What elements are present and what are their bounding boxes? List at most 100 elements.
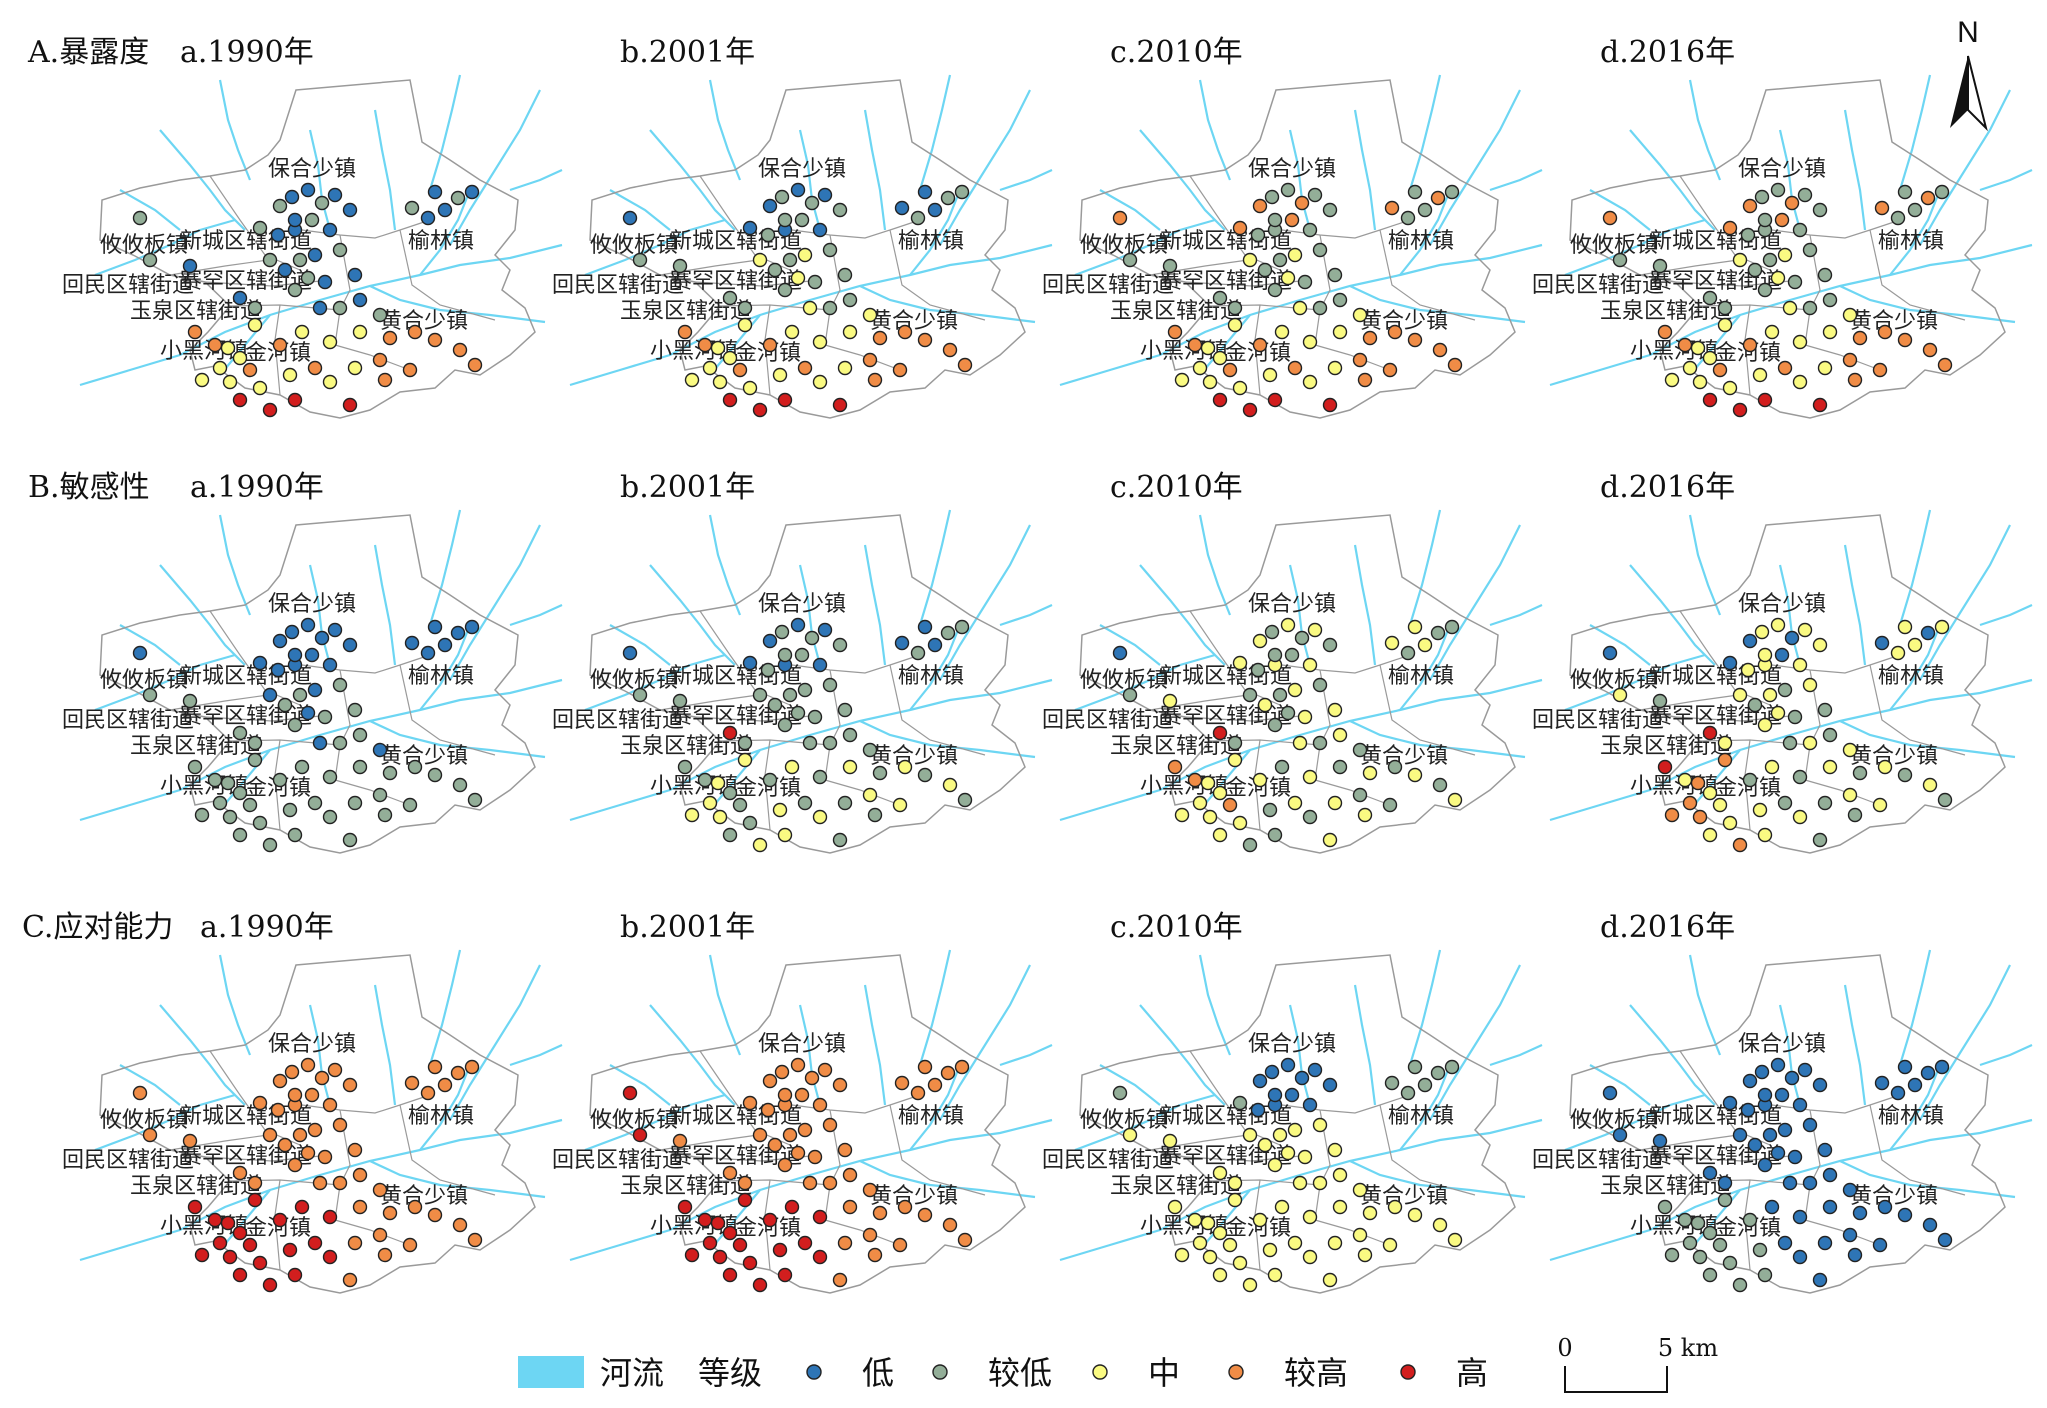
level-point	[1822, 292, 1838, 308]
level-point	[822, 735, 838, 751]
subdistrict-boundary	[1804, 1109, 1821, 1221]
level-point	[1690, 1215, 1706, 1231]
level-point	[1227, 1192, 1243, 1208]
level-point	[377, 372, 393, 388]
level-point	[804, 1070, 820, 1086]
level-point	[1202, 1249, 1218, 1265]
level-point	[842, 324, 858, 340]
level-point	[132, 210, 148, 226]
level-point	[427, 1059, 443, 1075]
level-point	[742, 815, 758, 831]
district-boundary	[1569, 79, 2006, 419]
level-point	[797, 1122, 813, 1138]
level-point	[294, 324, 310, 340]
river	[1889, 189, 1942, 276]
level-point	[1312, 677, 1328, 693]
level-point	[1272, 252, 1288, 268]
subdistrict-boundary	[1869, 664, 1966, 756]
level-point	[322, 769, 338, 785]
river	[1889, 624, 1942, 711]
level-point	[377, 807, 393, 823]
river	[1059, 243, 1543, 387]
place-label: 回民区辖街道	[552, 1148, 684, 1173]
place-label: 攸攸板镇	[1080, 668, 1168, 693]
level-point	[1722, 815, 1738, 831]
level-point	[232, 290, 248, 306]
level-point	[1752, 1242, 1768, 1258]
level-point	[822, 242, 838, 258]
level-point	[892, 797, 908, 813]
level-point	[464, 184, 480, 200]
level-point	[1722, 380, 1738, 396]
district-boundary	[99, 954, 536, 1294]
level-point	[1307, 187, 1323, 203]
district-boundary	[99, 79, 536, 419]
row-year-labels: A.暴露度 a.1990年 b.2001年 c.2010年 d.2016年 B.敏感性 a.…	[22, 35, 1735, 945]
level-point	[1890, 210, 1906, 226]
level-point	[1792, 1209, 1808, 1225]
level-point	[1702, 725, 1718, 741]
level-point	[1842, 1227, 1858, 1243]
level-point	[832, 397, 848, 413]
subdistrict-boundary	[209, 175, 301, 271]
level-point	[347, 1235, 363, 1251]
level-point	[1267, 1157, 1283, 1173]
level-point	[1770, 1145, 1786, 1161]
level-point	[1777, 1122, 1793, 1138]
place-label: 回民区辖街道	[62, 273, 194, 298]
level-point	[242, 362, 258, 378]
river	[79, 1118, 563, 1262]
river	[569, 678, 1053, 822]
place-label: 攸攸板镇	[590, 233, 678, 258]
level-point	[1280, 1145, 1296, 1161]
river	[1399, 1064, 1452, 1151]
level-point	[1287, 360, 1303, 376]
place-label: 攸攸板镇	[100, 1108, 188, 1133]
level-point	[862, 1227, 878, 1243]
level-point	[1257, 1137, 1273, 1153]
subdistrict-boundary	[1189, 175, 1281, 271]
level-point	[1407, 767, 1423, 783]
river	[1198, 514, 1232, 616]
river	[1688, 79, 1722, 181]
level-point	[402, 362, 418, 378]
place-label: 保合少镇	[268, 157, 356, 182]
level-point	[1327, 360, 1343, 376]
level-point	[372, 1227, 388, 1243]
level-point	[270, 227, 286, 243]
river	[1919, 524, 2011, 681]
subdistrict-boundary	[1314, 344, 1391, 371]
place-label: 攸攸板镇	[590, 668, 678, 693]
level-point	[1287, 795, 1303, 811]
level-point	[1890, 645, 1906, 661]
level-point	[1362, 1205, 1378, 1221]
level-point	[1717, 735, 1733, 751]
place-label: 榆林镇	[1388, 229, 1454, 254]
level-point	[1757, 1087, 1773, 1103]
level-point	[1702, 392, 1718, 408]
level-point	[957, 1232, 973, 1248]
level-point	[1267, 1087, 1283, 1103]
level-point	[1252, 1073, 1268, 1089]
level-point	[1407, 1059, 1423, 1075]
level-point	[752, 252, 768, 268]
year-title: d.2016年	[1600, 910, 1735, 945]
place-label: 保合少镇	[1248, 592, 1336, 617]
river	[863, 109, 887, 231]
level-point	[252, 380, 268, 396]
level-point	[1162, 693, 1178, 709]
level-point	[1842, 742, 1858, 758]
river	[1489, 1043, 1543, 1067]
level-point	[1802, 242, 1818, 258]
level-point	[262, 1127, 278, 1143]
level-point	[304, 647, 320, 663]
level-point	[207, 337, 223, 353]
level-point	[1757, 282, 1773, 298]
level-point	[437, 1077, 453, 1093]
level-point	[1430, 1065, 1446, 1081]
place-label: 攸攸板镇	[590, 1108, 678, 1133]
level-point	[1272, 687, 1288, 703]
level-point	[287, 282, 303, 298]
level-point	[452, 1217, 468, 1233]
level-point	[322, 1209, 338, 1225]
